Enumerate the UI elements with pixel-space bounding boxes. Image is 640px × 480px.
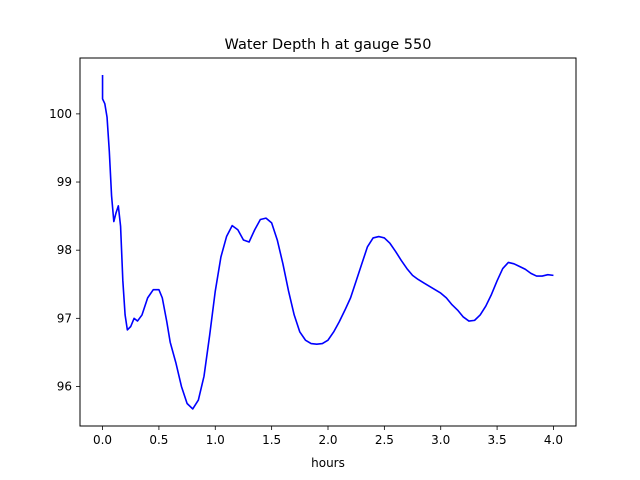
- series-group: [101, 75, 554, 410]
- series-line-0: [101, 75, 554, 410]
- y-tick-label: 96: [57, 379, 72, 393]
- x-axis: 0.0 0.5 1.0 1.5 2.0 2.5 3.0 3.5 4.0: [93, 426, 563, 447]
- x-tick-label: 4.0: [544, 433, 563, 447]
- y-tick-label: 98: [57, 243, 72, 257]
- x-tick-label: 2.0: [318, 433, 337, 447]
- y-tick-label: 99: [57, 175, 72, 189]
- x-tick-label: 1.0: [206, 433, 225, 447]
- y-axis: 96 97 98 99 100: [49, 107, 80, 393]
- x-tick-label: 0.0: [93, 433, 112, 447]
- chart-title: Water Depth h at gauge 550: [225, 37, 432, 53]
- y-tick-label: 97: [57, 311, 72, 325]
- y-tick-label: 100: [49, 107, 72, 121]
- x-tick-label: 2.5: [375, 433, 394, 447]
- x-axis-label: hours: [311, 456, 345, 470]
- x-tick-label: 3.0: [431, 433, 450, 447]
- x-tick-label: 3.5: [488, 433, 507, 447]
- x-tick-label: 1.5: [262, 433, 281, 447]
- x-tick-label: 0.5: [149, 433, 168, 447]
